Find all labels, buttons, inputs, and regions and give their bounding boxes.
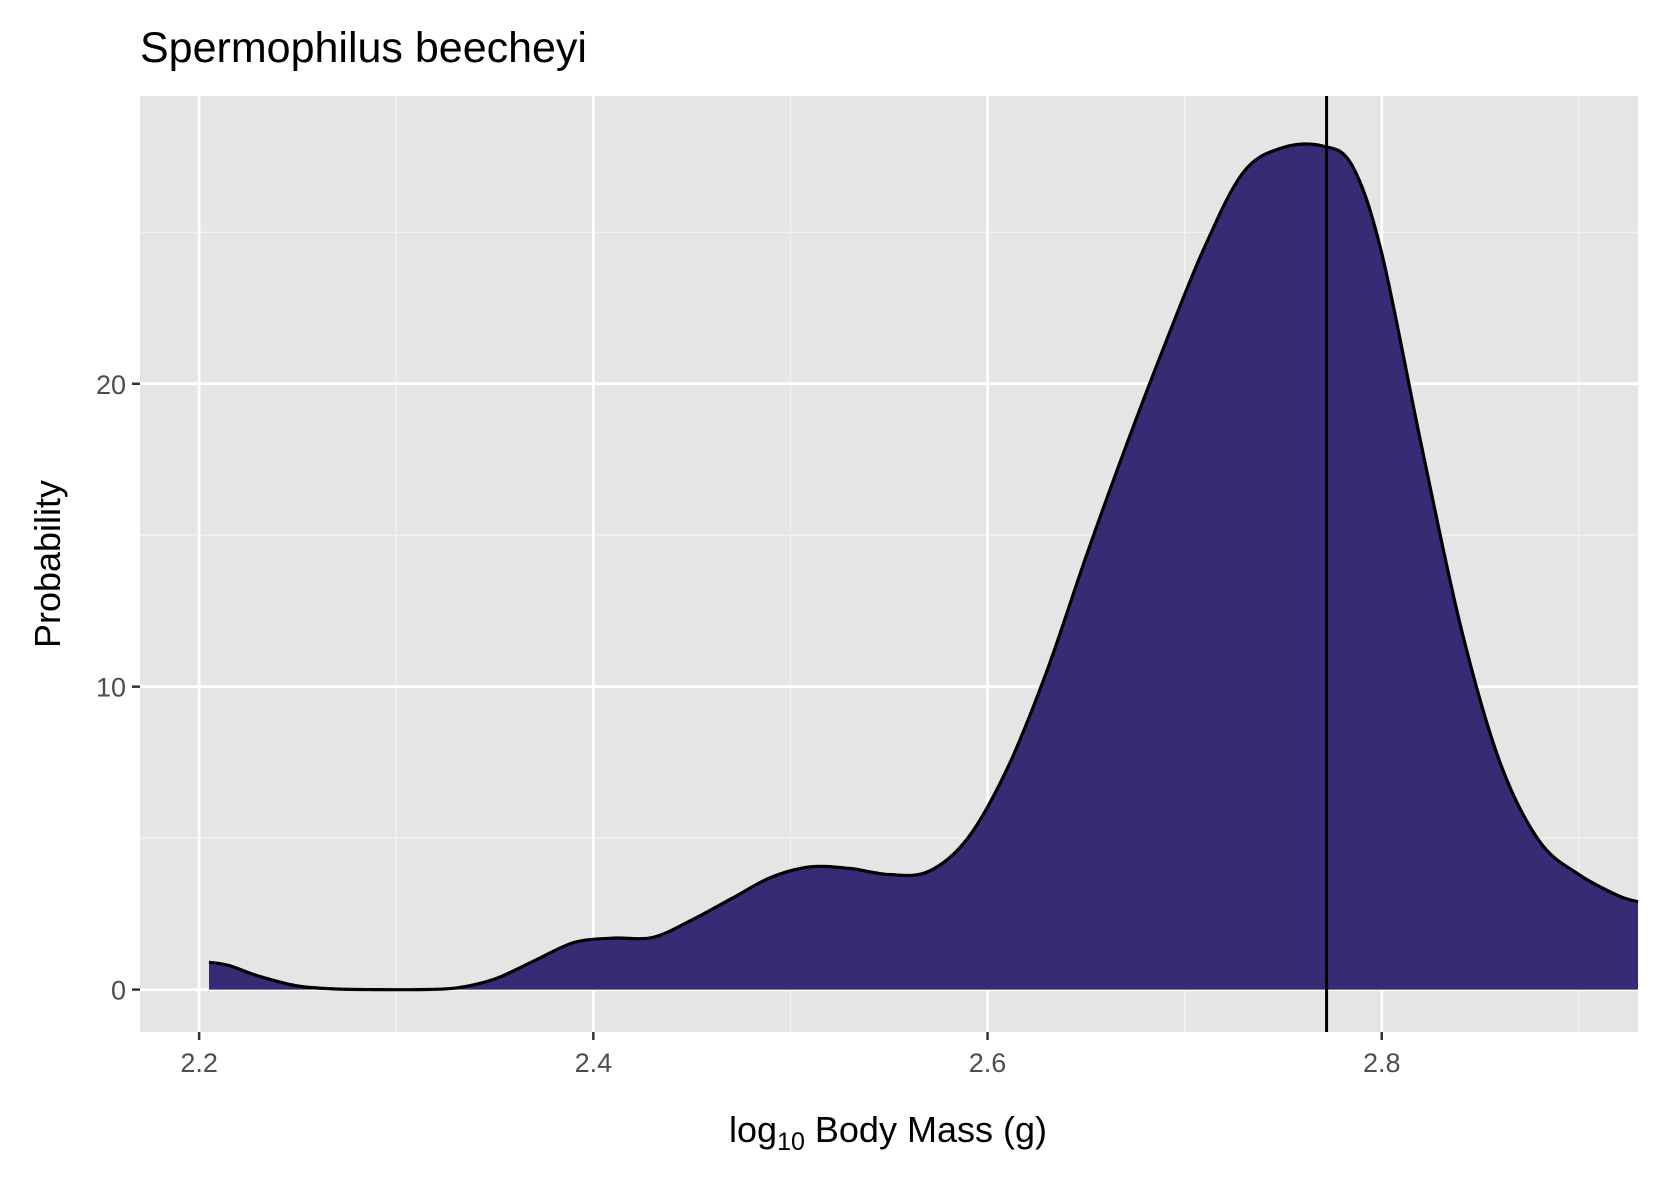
density-series bbox=[208, 142, 1639, 992]
density-area bbox=[209, 143, 1638, 990]
x-axis-label-subscript: 10 bbox=[777, 1128, 805, 1156]
y-tick-label: 20 bbox=[96, 370, 126, 400]
x-axis-label-suffix: Body Mass (g) bbox=[805, 1109, 1047, 1150]
y-axis: 0 10 20 bbox=[96, 370, 140, 1006]
density-curve bbox=[208, 142, 1639, 992]
x-tick-label: 2.6 bbox=[969, 1048, 1007, 1078]
y-tick-label: 10 bbox=[96, 673, 126, 703]
y-axis-label: Probability bbox=[27, 480, 68, 648]
x-tick-label: 2.4 bbox=[575, 1048, 613, 1078]
x-tick-label: 2.2 bbox=[180, 1048, 218, 1078]
x-axis: 2.2 2.4 2.6 2.8 bbox=[180, 1032, 1401, 1078]
x-axis-label: log10 Body Mass (g) bbox=[729, 1109, 1047, 1156]
chart-title: Spermophilus beecheyi bbox=[140, 24, 587, 72]
y-tick-label: 0 bbox=[111, 976, 126, 1006]
x-axis-label-prefix: log bbox=[729, 1109, 777, 1150]
x-tick-label: 2.8 bbox=[1363, 1048, 1401, 1078]
